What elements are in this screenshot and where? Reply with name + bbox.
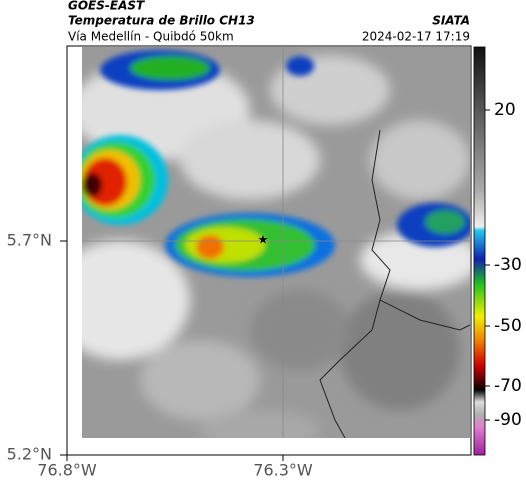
colorbar-tick-label: -50 [494,316,522,336]
lon-label: 76.3°W [253,461,313,480]
colorbar-tick-label: -70 [494,376,522,396]
source: GOES-EAST [68,0,145,13]
lat-label: 5.2°N [7,445,52,464]
timestamp: 2024-02-17 17:19 [362,30,470,44]
satellite-image: ★ [82,47,470,438]
colorbar-tick-label: 20 [494,100,516,120]
labels: 5.7°N 5.2°N76.8°W 76.3°W 20 -30 -50 -70 -90 [7,100,522,480]
subtitle: Vía Medellín - Quibdó 50km [68,30,234,44]
title: Temperatura de Brillo CH13 [68,14,255,28]
lon-label: 76.8°W [37,461,97,480]
border-line [379,299,470,331]
agency: SIATA [432,14,470,28]
colorbar-tick-label: -30 [494,255,522,275]
colorbar [473,46,486,456]
location-star: ★ [258,233,269,247]
lat-label: 5.7°N [7,231,52,250]
colorbar-tick-label: -90 [494,410,522,430]
